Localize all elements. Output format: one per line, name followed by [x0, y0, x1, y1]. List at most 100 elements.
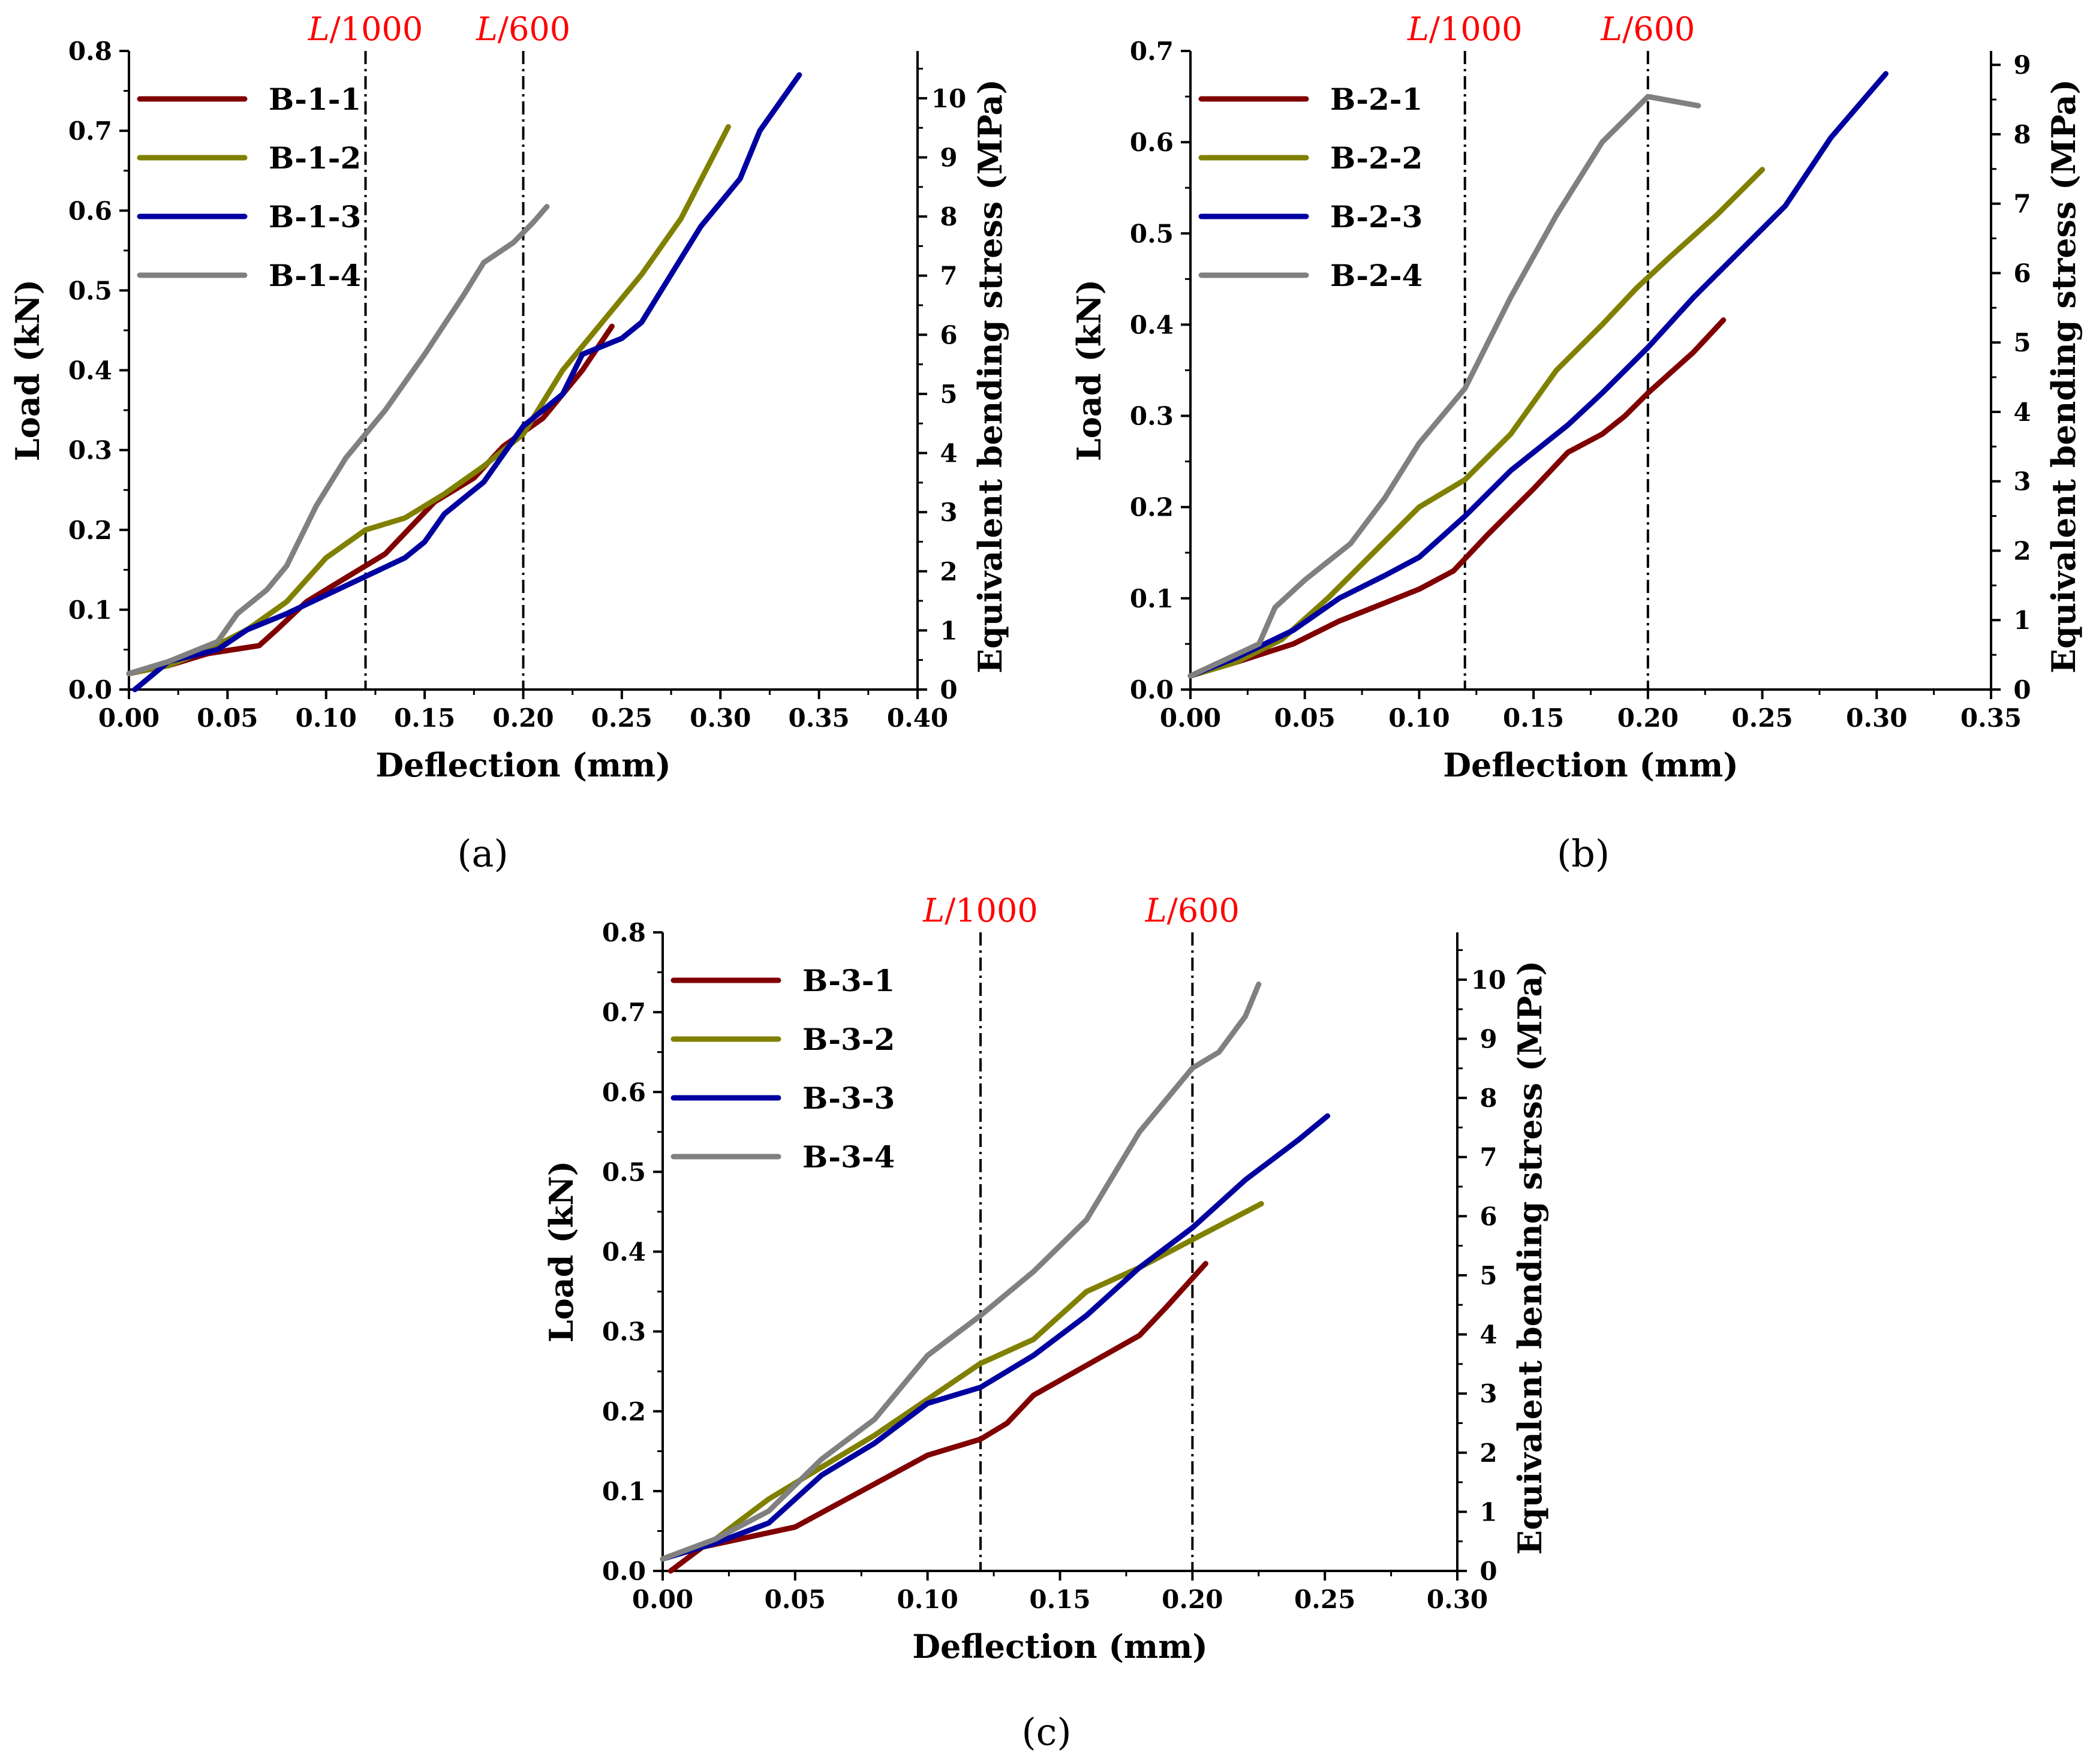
x-tick-label-1-7: 0.35	[788, 703, 849, 733]
legend-label-B-1-1: B-1-1	[269, 82, 361, 117]
y-tick-label-2-6: 0.6	[1130, 128, 1174, 157]
y2-tick-label-3-0: 0	[1479, 1557, 1497, 1586]
y2-tick-label-1-7: 7	[940, 261, 957, 291]
x-tick-label-1-4: 0.20	[492, 703, 554, 733]
x-tick-label-3-1: 0.05	[765, 1585, 826, 1614]
y-tick-label-2-7: 0.7	[1130, 37, 1174, 66]
y2-tick-label-3-4: 4	[1479, 1320, 1497, 1350]
y-tick-label-1-1: 0.1	[68, 595, 112, 625]
y2-tick-label-3-6: 6	[1479, 1202, 1497, 1231]
y2-tick-label-2-1: 1	[2013, 606, 2031, 635]
y-tick-label-2-0: 0.0	[1130, 675, 1174, 705]
y-tick-label-2-1: 0.1	[1130, 584, 1174, 613]
x-tick-label-2-0: 0.00	[1160, 703, 1221, 733]
y2-tick-label-3-5: 5	[1479, 1261, 1497, 1290]
y2-tick-label-2-3: 3	[2013, 467, 2031, 496]
y2-tick-label-1-6: 6	[940, 320, 957, 350]
x-tick-label-2-7: 0.35	[1960, 703, 2022, 733]
x-tick-label-2-6: 0.30	[1846, 703, 1907, 733]
series-line-B-2-4	[1187, 94, 1701, 679]
series-line-B-3-2	[660, 1201, 1264, 1562]
series-line-B-1-2	[126, 124, 731, 676]
x-tick-label-1-6: 0.30	[690, 703, 751, 733]
y2-tick-label-3-9: 9	[1479, 1025, 1497, 1054]
y2-tick-label-2-0: 0	[2013, 675, 2031, 705]
series-line-B-2-2	[1187, 167, 1766, 679]
y2-tick-label-1-10: 10	[931, 84, 966, 113]
panel-label-3: (c)	[1021, 1710, 1071, 1754]
y2-tick-label-2-8: 8	[2013, 120, 2031, 149]
reference-label-2-2: L/600	[1600, 10, 1695, 48]
legend-label-B-2-2: B-2-2	[1330, 140, 1423, 176]
x-axis-title-3: Deflection (mm)	[912, 1627, 1208, 1666]
x-tick-label-1-0: 0.00	[98, 703, 160, 733]
y2-tick-label-2-9: 9	[2013, 50, 2031, 80]
x-axis-title-2: Deflection (mm)	[1443, 746, 1739, 784]
x-tick-label-1-8: 0.40	[887, 703, 948, 733]
legend-label-B-1-4: B-1-4	[269, 258, 361, 293]
y-tick-label-1-7: 0.7	[68, 116, 112, 146]
y-tick-label-3-5: 0.5	[602, 1157, 646, 1187]
y2-axis-title-2: Equivalent bending stress (MPa)	[2044, 79, 2083, 673]
x-tick-label-3-2: 0.10	[897, 1585, 958, 1614]
series-line-B-1-1	[126, 323, 615, 676]
y-tick-label-2-5: 0.5	[1130, 219, 1174, 248]
reference-label-3-1: L/1000	[922, 892, 1038, 929]
y-axis-title-1: Load (kN)	[8, 279, 47, 461]
x-tick-label-2-5: 0.25	[1731, 703, 1793, 733]
y-tick-label-1-4: 0.4	[68, 356, 112, 386]
y2-tick-label-1-4: 4	[940, 439, 957, 468]
x-tick-label-2-4: 0.20	[1617, 703, 1679, 733]
y2-tick-label-3-3: 3	[1479, 1379, 1497, 1408]
series-line-B-3-3	[660, 1113, 1331, 1562]
series-line-B-2-1	[1187, 317, 1727, 679]
y2-tick-label-1-0: 0	[940, 675, 957, 705]
legend-label-B-3-4: B-3-4	[802, 1139, 895, 1175]
y2-tick-label-3-10: 10	[1471, 965, 1506, 995]
series-line-B-3-1	[667, 1261, 1208, 1574]
y2-tick-label-2-7: 7	[2013, 189, 2031, 219]
legend-label-B-3-1: B-3-1	[802, 963, 895, 998]
panel-label-1: (a)	[457, 832, 508, 875]
series-line-B-3-4	[660, 982, 1262, 1562]
y2-tick-label-2-4: 4	[2013, 398, 2031, 427]
y-tick-label-1-8: 0.8	[68, 37, 112, 66]
y2-tick-label-1-8: 8	[940, 202, 957, 231]
x-axis-title-1: Deflection (mm)	[375, 746, 671, 784]
panel-label-2: (b)	[1557, 832, 1610, 875]
y-tick-label-1-5: 0.5	[68, 276, 112, 305]
x-tick-label-1-2: 0.10	[296, 703, 357, 733]
y-tick-label-2-4: 0.4	[1130, 310, 1174, 339]
y-tick-label-2-3: 0.3	[1130, 402, 1174, 431]
x-tick-label-3-0: 0.00	[632, 1585, 693, 1614]
x-tick-label-3-3: 0.15	[1029, 1585, 1090, 1614]
legend-label-B-3-2: B-3-2	[802, 1022, 895, 1057]
x-tick-label-2-1: 0.05	[1274, 703, 1336, 733]
y2-axis-title-1: Equivalent bending stress (MPa)	[971, 79, 1009, 673]
legend-label-B-1-2: B-1-2	[269, 140, 361, 176]
x-tick-label-1-5: 0.25	[591, 703, 652, 733]
y2-tick-label-3-7: 7	[1479, 1143, 1497, 1172]
y-axis-title-2: Load (kN)	[1070, 279, 1108, 461]
y-tick-label-3-7: 0.7	[602, 998, 646, 1027]
y-tick-label-3-1: 0.1	[602, 1477, 646, 1506]
y-tick-label-1-2: 0.2	[68, 516, 112, 545]
legend-label-B-2-1: B-2-1	[1330, 82, 1423, 117]
y2-tick-label-3-2: 2	[1479, 1438, 1497, 1468]
y-tick-label-1-6: 0.6	[68, 196, 112, 225]
x-tick-label-2-2: 0.10	[1388, 703, 1450, 733]
y2-axis-title-3: Equivalent bending stress (MPa)	[1511, 961, 1549, 1555]
y-tick-label-3-8: 0.8	[602, 918, 646, 947]
x-tick-label-3-5: 0.25	[1294, 1585, 1355, 1614]
x-tick-label-1-3: 0.15	[394, 703, 455, 733]
y2-tick-label-1-3: 3	[940, 498, 957, 527]
y2-tick-label-2-2: 2	[2013, 536, 2031, 565]
y-tick-label-3-2: 0.2	[602, 1397, 646, 1426]
y-axis-title-3: Load (kN)	[542, 1161, 581, 1342]
x-tick-label-1-1: 0.05	[197, 703, 258, 733]
legend-label-B-2-4: B-2-4	[1330, 258, 1423, 293]
y-tick-label-3-4: 0.4	[602, 1238, 646, 1267]
